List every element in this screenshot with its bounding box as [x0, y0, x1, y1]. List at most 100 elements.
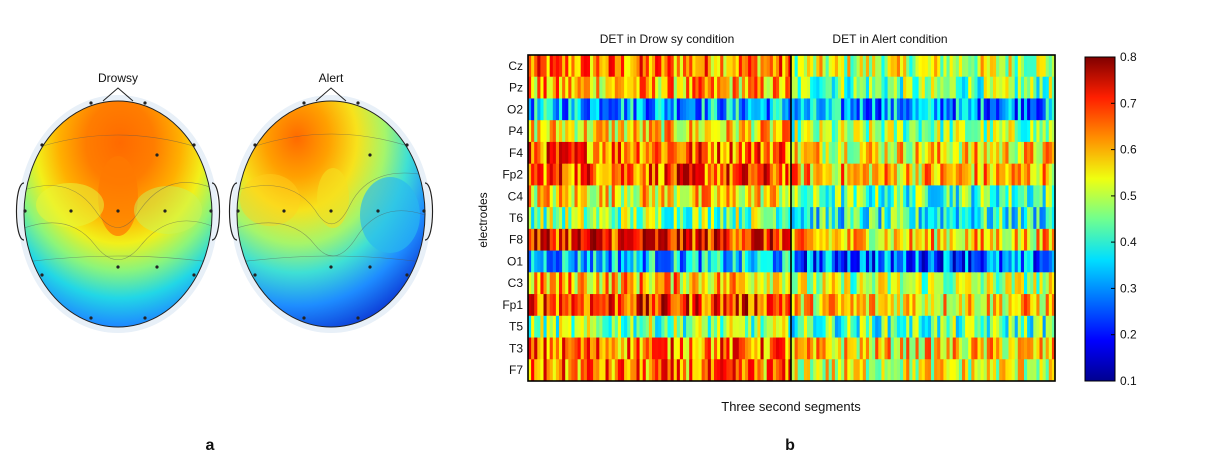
- heatmap-cell: [636, 228, 641, 251]
- heatmap-cell: [810, 294, 814, 317]
- heatmap-cell: [989, 98, 994, 121]
- heatmap-cell: [534, 76, 538, 99]
- heatmap-cell: [980, 163, 985, 186]
- heatmap-cell: [952, 98, 957, 121]
- heatmap-cell: [769, 120, 774, 143]
- heatmap-cell: [943, 76, 948, 99]
- heatmap-cell: [794, 294, 799, 317]
- heatmap-cell: [695, 359, 700, 382]
- heatmap-cell: [890, 315, 895, 338]
- heatmap-cell: [726, 272, 731, 295]
- heatmap-cell: [701, 228, 706, 251]
- heatmap-cell: [955, 120, 960, 143]
- heatmap-cell: [648, 207, 653, 230]
- heatmap-cell: [872, 272, 876, 295]
- heatmap-cell: [593, 337, 597, 360]
- heatmap-cell: [952, 272, 957, 295]
- heatmap-cell: [884, 120, 889, 143]
- heatmap-cell: [766, 98, 771, 121]
- heatmap-cell: [639, 359, 644, 382]
- heatmap-cell: [707, 207, 712, 230]
- heatmap-cell: [667, 359, 672, 382]
- heatmap-cell: [856, 207, 861, 230]
- heatmap-cell: [1036, 185, 1041, 208]
- heatmap-cell: [800, 141, 805, 165]
- heatmap-cell: [552, 207, 557, 230]
- heatmap-cell: [943, 294, 948, 317]
- heatmap-cell: [1008, 272, 1013, 295]
- heatmap-cell: [1008, 207, 1013, 230]
- heatmap-cell: [658, 55, 662, 78]
- heatmap-cell: [909, 228, 913, 251]
- heatmap-cell: [630, 141, 634, 165]
- heatmap-cell: [757, 337, 762, 360]
- heatmap-cell: [633, 55, 638, 78]
- heatmap-cell: [831, 141, 836, 165]
- heatmap-cell: [903, 141, 907, 165]
- heatmap-cell: [633, 359, 638, 382]
- heatmap-cell: [983, 294, 988, 317]
- heatmap-cell: [757, 163, 762, 186]
- heatmap-cell: [571, 120, 576, 143]
- heatmap-cell: [599, 207, 603, 230]
- heatmap-cell: [555, 120, 560, 143]
- heatmap-cell: [803, 250, 808, 273]
- heatmap-cell: [934, 359, 938, 382]
- heatmap-cell: [946, 272, 951, 295]
- heatmap-cell: [738, 163, 743, 186]
- heatmap-cell: [537, 120, 541, 143]
- heatmap-cell: [974, 98, 979, 121]
- heatmap-cell: [884, 76, 889, 99]
- heatmap-cell: [1002, 163, 1006, 186]
- heatmap-cell: [816, 315, 820, 338]
- heatmap-cell: [949, 228, 954, 251]
- heatmap-cell: [807, 185, 811, 208]
- heatmap-cell: [583, 359, 588, 382]
- heatmap-cell: [810, 228, 814, 251]
- heatmap-cell: [872, 250, 876, 273]
- heatmap-cell: [884, 272, 889, 295]
- heatmap-cell: [924, 250, 929, 273]
- heatmap-cell: [577, 337, 582, 360]
- heatmap-cell: [779, 141, 783, 165]
- heatmap-cell: [1017, 185, 1022, 208]
- heatmap-cell: [794, 359, 799, 382]
- heatmap-cell: [608, 55, 613, 78]
- heatmap-cell: [692, 120, 696, 143]
- heatmap-cell: [965, 294, 969, 317]
- heatmap-cell: [906, 294, 910, 317]
- heatmap-cell: [664, 98, 669, 121]
- heatmap-cell: [1039, 250, 1044, 273]
- heatmap-cell: [859, 185, 864, 208]
- heatmap-cell: [772, 359, 777, 382]
- heatmap-cell: [614, 98, 619, 121]
- heatmap-cell: [856, 272, 861, 295]
- heatmap-cell: [745, 250, 749, 273]
- heatmap-cell: [546, 228, 551, 251]
- heatmap-cell: [645, 315, 650, 338]
- heatmap-cell: [1011, 120, 1016, 143]
- heatmap-cell: [707, 163, 712, 186]
- heatmap-cell: [862, 228, 867, 251]
- heatmap-cell: [735, 141, 740, 165]
- heatmap-cell: [1036, 55, 1041, 78]
- heatmap-cell: [540, 98, 545, 121]
- heatmap-cell: [667, 337, 672, 360]
- heatmap-cell: [605, 250, 610, 273]
- heatmap-cell: [838, 228, 842, 251]
- heatmap-cell: [686, 315, 690, 338]
- heatmap-cell: [865, 359, 870, 382]
- heatmap-cell: [627, 250, 631, 273]
- heatmap-cell: [729, 294, 734, 317]
- heatmap-cell: [906, 141, 910, 165]
- heatmap-cell: [834, 207, 839, 230]
- heatmap-cell: [977, 228, 982, 251]
- heatmap-cell: [648, 359, 653, 382]
- heatmap-cell: [586, 141, 591, 165]
- heatmap-cell: [1002, 120, 1006, 143]
- heatmap-cell: [1045, 228, 1050, 251]
- heatmap-cell: [652, 185, 656, 208]
- heatmap-cell: [593, 272, 597, 295]
- heatmap-cell: [831, 55, 836, 78]
- heatmap-cells: [528, 55, 1056, 382]
